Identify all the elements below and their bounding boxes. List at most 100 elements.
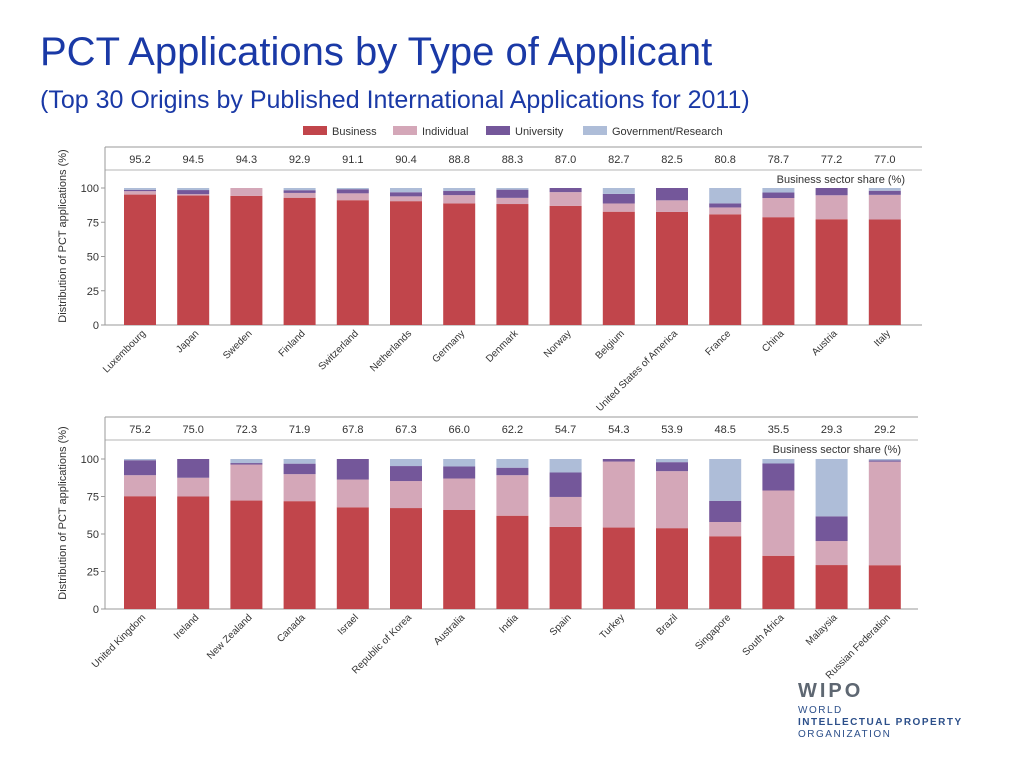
x-tick-label: Israel [336, 612, 361, 637]
x-tick-label: Japan [174, 328, 201, 355]
bar-segment-individual [443, 478, 476, 510]
bar-segment-business [868, 565, 901, 609]
share-value: 71.9 [289, 424, 310, 436]
bar-segment-individual [815, 195, 848, 220]
bar-segment-government-research [762, 459, 795, 464]
y-axis-label: Distribution of PCT applications (%) [57, 426, 69, 599]
bar-segment-government-research [868, 188, 901, 191]
bar-segment-university [868, 190, 901, 195]
legend-label-university: University [515, 126, 564, 138]
bar-segment-individual [656, 471, 688, 529]
bar-segment-university [230, 463, 263, 465]
bar-segment-government-research [656, 459, 688, 463]
bar-segment-individual [443, 195, 476, 204]
y-tick-label: 100 [81, 183, 99, 195]
bar-segment-university [177, 459, 210, 478]
bar-segment-university [443, 191, 476, 196]
bar-segment-government-research [443, 188, 476, 192]
bar-segment-business [496, 515, 529, 609]
bar-segment-government-research [815, 459, 848, 517]
bar-group-russian-federation [868, 459, 901, 609]
x-tick-label: China [760, 328, 787, 355]
bar-group-austria [815, 188, 848, 325]
wipo-logo-mark: WIPO [798, 680, 864, 702]
bar-segment-business [177, 496, 210, 609]
bar-segment-business [815, 219, 848, 325]
bar-segment-individual [283, 474, 316, 502]
x-tick-label: Brazil [655, 612, 680, 637]
bar-segment-government-research [230, 459, 263, 464]
bar-segment-university [390, 192, 422, 197]
bar-segment-university [283, 463, 316, 475]
bar-segment-individual [709, 522, 742, 537]
bar-segment-university [496, 189, 529, 198]
bar-segment-university [602, 459, 635, 462]
wipo-logo: WIPO WORLD INTELLECTUAL PROPERTY ORGANIZ… [798, 680, 963, 741]
bar-segment-university [443, 466, 476, 479]
bar-segment-business [443, 203, 476, 325]
bar-segment-individual [815, 541, 848, 566]
y-axis-label: Distribution of PCT applications (%) [57, 149, 69, 322]
bar-segment-university [709, 501, 742, 522]
bar-segment-business [815, 565, 848, 609]
share-value: 72.3 [236, 424, 257, 436]
bar-group-republic-of-korea [390, 459, 422, 609]
share-value: 82.5 [661, 154, 682, 166]
bar-segment-individual [177, 194, 210, 196]
bar-segment-business [177, 195, 210, 325]
bar-group-spain [549, 459, 582, 609]
y-tick-label: 25 [87, 286, 99, 298]
bar-segment-government-research [283, 459, 316, 464]
bar-segment-individual [549, 192, 582, 206]
y-tick-label: 0 [93, 320, 99, 332]
x-tick-label: Luxembourg [101, 328, 148, 375]
share-value: 91.1 [342, 154, 363, 166]
share-value: 95.2 [129, 154, 150, 166]
bar-segment-business [230, 500, 263, 609]
share-value: 67.3 [395, 424, 416, 436]
x-tick-label: Germany [430, 328, 467, 365]
bar-segment-individual [283, 192, 316, 198]
bar-segment-government-research [443, 459, 476, 467]
bar-segment-government-research [709, 459, 742, 501]
bar-group-turkey [602, 459, 635, 609]
bar-segment-government-research [124, 188, 156, 190]
bar-segment-individual [656, 200, 688, 212]
share-value: 88.8 [448, 154, 469, 166]
bar-segment-university [336, 189, 369, 194]
bar-segment-business [762, 555, 795, 609]
share-value: 62.2 [502, 424, 523, 436]
bar-segment-business [283, 501, 316, 609]
wipo-logo-line-2: INTELLECTUAL PROPERTY [798, 717, 963, 728]
bar-segment-business [602, 527, 635, 609]
bar-segment-business [549, 526, 582, 609]
share-value: 78.7 [768, 154, 789, 166]
y-tick-label: 75 [87, 217, 99, 229]
bar-group-australia [443, 459, 476, 609]
share-value: 53.9 [661, 424, 682, 436]
bar-segment-university [656, 188, 688, 201]
x-tick-label: Italy [872, 328, 893, 349]
x-tick-label: Sweden [221, 328, 254, 361]
wipo-logo-line-1: WORLD [798, 705, 843, 716]
x-tick-label: Spain [548, 612, 574, 638]
x-tick-label: Austria [810, 328, 840, 358]
bar-group-denmark [496, 188, 529, 325]
bar-segment-university [762, 463, 795, 491]
x-tick-label: Malaysia [804, 612, 840, 648]
bar-segment-individual [390, 481, 422, 509]
bar-segment-individual [230, 188, 263, 196]
bar-segment-business [868, 219, 901, 325]
x-tick-label: Norway [542, 328, 574, 360]
bar-segment-individual [762, 490, 795, 556]
bar-segment-business [549, 205, 582, 325]
x-tick-label: United Kingdom [90, 612, 148, 670]
page-subtitle: (Top 30 Origins by Published Internation… [40, 86, 750, 114]
bar-segment-individual [336, 193, 369, 201]
bar-group-canada [283, 459, 316, 609]
share-value: 88.3 [502, 154, 523, 166]
bar-group-france [709, 188, 742, 325]
bar-segment-business [336, 200, 369, 325]
bar-group-switzerland [336, 188, 369, 325]
share-value: 54.7 [555, 424, 576, 436]
